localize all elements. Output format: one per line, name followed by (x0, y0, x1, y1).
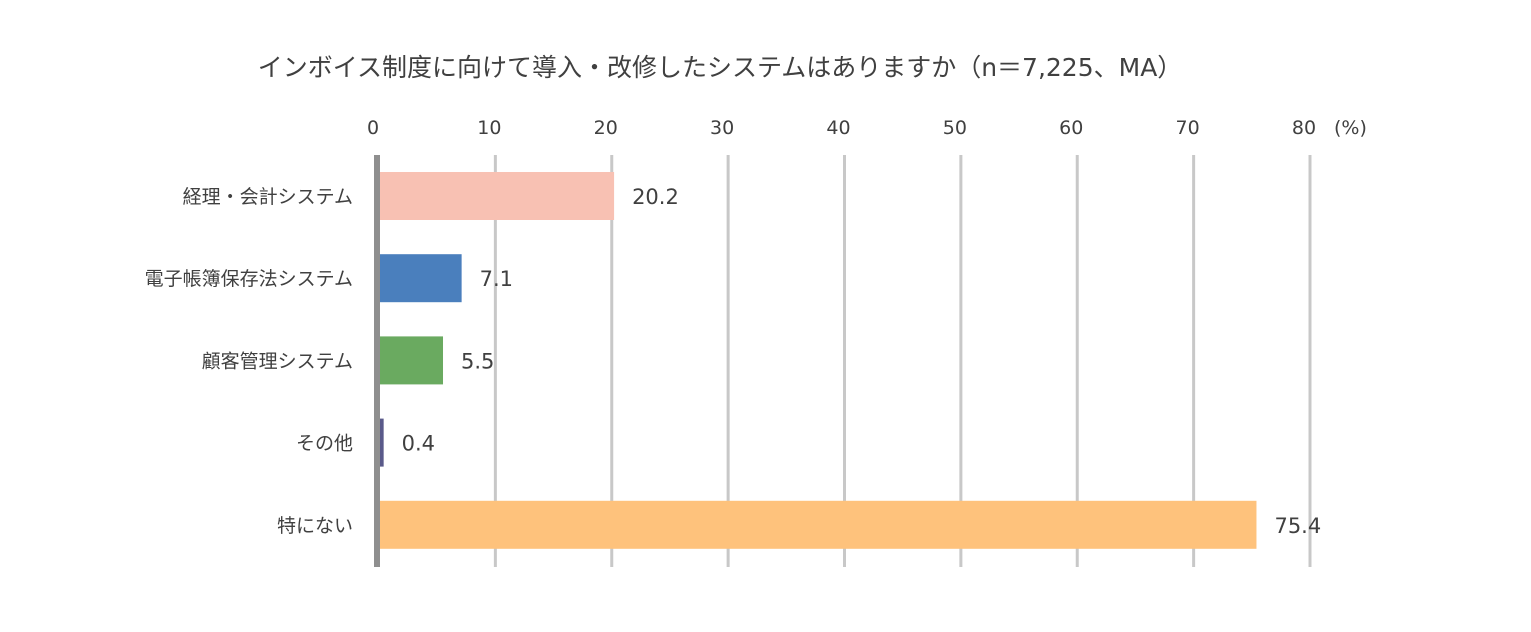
bar (379, 418, 384, 467)
data-label: 20.2 (632, 185, 679, 209)
data-label: 75.4 (1274, 514, 1321, 538)
x-tick-label: 80 (1292, 117, 1316, 139)
x-tick-label: 0 (367, 117, 379, 139)
data-label: 7.1 (480, 267, 513, 291)
x-tick-label: 10 (477, 117, 501, 139)
x-tick-label: 50 (943, 117, 967, 139)
x-tick-label: 70 (1176, 117, 1200, 139)
bar (379, 172, 615, 220)
data-label: 0.4 (402, 432, 435, 456)
bar (379, 500, 1257, 549)
bar (379, 254, 462, 303)
category-label: 経理・会計システム (183, 186, 353, 208)
bar (379, 336, 444, 385)
category-label: 電子帳簿保存法システム (145, 268, 353, 290)
category-label: 顧客管理システム (202, 350, 353, 372)
x-tick-label: 20 (594, 117, 618, 139)
category-label: その他 (296, 433, 353, 455)
data-label: 5.5 (461, 349, 494, 373)
chart-title: インボイス制度に向けて導入・改修したシステムはありますか（n＝7,225、MA） (258, 53, 1183, 82)
y-axis-line (374, 155, 380, 567)
x-tick-label: 30 (710, 117, 734, 139)
category-label: 特にない (277, 515, 353, 537)
x-tick-label: 60 (1059, 117, 1083, 139)
x-tick-label: 40 (826, 117, 850, 139)
axis-unit-label: (%) (1334, 117, 1367, 139)
